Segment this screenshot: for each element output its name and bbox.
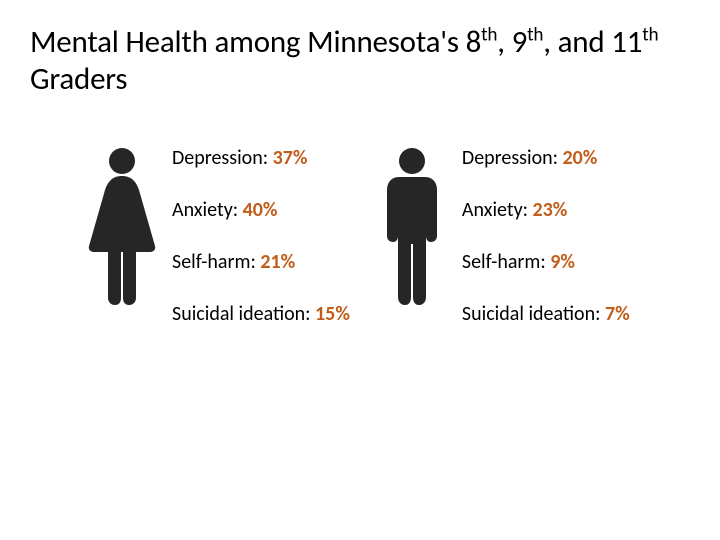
stat-label: Depression: (462, 146, 563, 170)
female-stats: Depression: 37% Anxiety: 40% Self-harm: … (172, 146, 350, 354)
stat-row: Self-harm: 9% (462, 250, 630, 274)
stat-label: Self-harm: (462, 250, 550, 274)
stat-row: Anxiety: 40% (172, 198, 350, 222)
group-male: Depression: 20% Anxiety: 23% Self-harm: … (368, 146, 630, 354)
stat-row: Anxiety: 23% (462, 198, 630, 222)
stat-label: Anxiety: (462, 198, 533, 222)
stat-value: 23% (533, 198, 568, 222)
stat-value: 20% (563, 146, 598, 170)
stat-label: Suicidal ideation: (172, 302, 315, 326)
stat-label: Anxiety: (172, 198, 243, 222)
female-icon (78, 146, 166, 354)
slide: Mental Health among Minnesota's 8th, 9th… (0, 0, 720, 540)
content-row: Depression: 37% Anxiety: 40% Self-harm: … (30, 146, 690, 354)
stat-label: Suicidal ideation: (462, 302, 605, 326)
page-title: Mental Health among Minnesota's 8th, 9th… (30, 24, 690, 98)
stat-value: 37% (273, 146, 308, 170)
stat-value: 40% (243, 198, 278, 222)
stat-value: 15% (315, 302, 350, 326)
stat-value: 7% (605, 302, 630, 326)
stat-row: Self-harm: 21% (172, 250, 350, 274)
group-female: Depression: 37% Anxiety: 40% Self-harm: … (78, 146, 350, 354)
stat-label: Self-harm: (172, 250, 260, 274)
stat-row: Suicidal ideation: 7% (462, 302, 630, 326)
stat-row: Suicidal ideation: 15% (172, 302, 350, 326)
stat-value: 21% (260, 250, 295, 274)
stat-value: 9% (550, 250, 575, 274)
stat-row: Depression: 37% (172, 146, 350, 170)
male-icon (368, 146, 456, 354)
stat-label: Depression: (172, 146, 273, 170)
stat-row: Depression: 20% (462, 146, 630, 170)
male-stats: Depression: 20% Anxiety: 23% Self-harm: … (462, 146, 630, 354)
